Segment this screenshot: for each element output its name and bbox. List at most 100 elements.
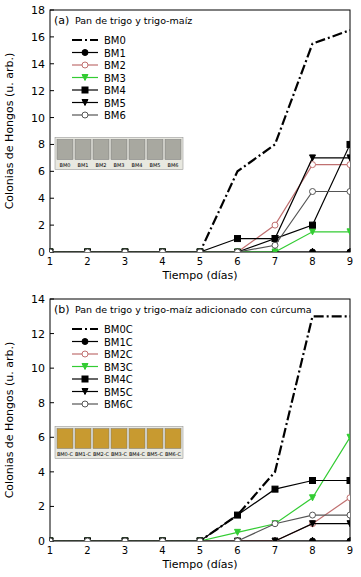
series-marker (122, 538, 128, 541)
y-tick (50, 471, 54, 472)
series-marker (235, 538, 241, 541)
series-line (50, 192, 350, 253)
y-tick (50, 198, 54, 199)
series-marker (272, 249, 278, 252)
series-marker (272, 538, 278, 541)
legend-label: BM4 (104, 85, 126, 96)
series-marker (272, 486, 278, 492)
series-marker (160, 538, 166, 541)
series-marker (122, 249, 128, 252)
series-marker (122, 538, 128, 541)
y-axis-label: Colonias de Hongos (u. arb.) (3, 53, 16, 210)
inset: BM0BM1BM2BM3BM4BM5BM6 (55, 138, 183, 170)
y-tick-label: 8 (38, 138, 45, 151)
y-tick (50, 144, 54, 145)
series-marker (272, 236, 278, 242)
panel: 02468101214123456789Tiempo (días)Colonia… (3, 293, 353, 571)
legend-marker (82, 87, 88, 93)
series-marker (85, 249, 91, 252)
sample-label: BM6-C (165, 451, 182, 457)
inset-frame (55, 138, 183, 170)
legend-label: BM3 (104, 73, 126, 84)
series-marker (310, 495, 316, 501)
series-marker (235, 249, 241, 252)
legend-label: BM1C (104, 337, 133, 348)
title: Pan de trigo y trigo-maíz adicionado con… (75, 304, 311, 315)
x-tick-label: 2 (84, 545, 90, 556)
title: Pan de trigo y trigo-maíz (75, 15, 192, 26)
legend-marker (82, 364, 88, 370)
series-marker (347, 229, 350, 235)
sample-photo (165, 140, 181, 160)
series-marker (347, 512, 350, 518)
figure: 024681012141618123456789Tiempo (días)Col… (0, 0, 361, 577)
legend: BM0BM1BM2BM3BM4BM5BM6 (72, 35, 126, 121)
y-tick-label: 6 (38, 431, 45, 444)
legend-line (72, 328, 98, 330)
sample-photo (75, 429, 91, 449)
plot-frame (50, 299, 350, 541)
series-marker (347, 141, 350, 147)
legend-label: BM5 (104, 98, 126, 109)
x-tick-label: 9 (347, 545, 353, 556)
y-tick-label: 12 (31, 328, 45, 341)
series-marker (235, 249, 241, 252)
series-marker (50, 249, 53, 252)
series-marker (235, 249, 241, 252)
legend-marker (82, 351, 88, 357)
legend-marker (82, 376, 88, 382)
x-tick-label: 9 (347, 256, 353, 267)
legend-label: BM6 (104, 110, 126, 121)
x-tick-label: 1 (47, 256, 53, 267)
series-line (50, 498, 350, 541)
series-marker (160, 538, 166, 541)
sample-label: BM5 (150, 162, 161, 168)
sample-label: BM4 (132, 162, 143, 168)
y-tick-label: 0 (38, 246, 45, 259)
sample-label: BM4-C (129, 451, 146, 457)
series-marker (122, 538, 128, 541)
series-marker (50, 249, 53, 252)
series-marker (85, 538, 91, 541)
series-marker (272, 249, 278, 252)
panel: 024681012141618123456789Tiempo (días)Col… (3, 4, 353, 282)
series-marker (160, 538, 166, 541)
x-tick-label: 6 (234, 256, 240, 267)
series-marker (347, 538, 350, 541)
y-tick (50, 63, 54, 64)
x-tick-label: 8 (309, 256, 315, 267)
y-tick-label: 4 (38, 192, 45, 205)
sample-label: BM1-C (75, 451, 92, 457)
plot-frame (50, 10, 350, 252)
series-line (50, 165, 350, 252)
series-marker (160, 538, 166, 541)
legend-marker (82, 62, 88, 68)
series-marker (347, 434, 350, 440)
y-tick (50, 437, 54, 438)
series-marker (50, 249, 53, 252)
series-marker (50, 538, 53, 541)
y-tick-label: 4 (38, 466, 45, 479)
inset-frame (55, 427, 183, 459)
series-marker (347, 162, 350, 168)
legend-line (72, 39, 98, 41)
series-marker (50, 538, 53, 541)
series-marker (235, 249, 241, 252)
sample-photo (111, 429, 127, 449)
series-marker (272, 521, 278, 527)
series-marker (160, 249, 166, 252)
y-tick-label: 14 (31, 293, 45, 306)
legend-marker (82, 389, 88, 395)
series-marker (310, 229, 316, 235)
series-marker (160, 538, 166, 541)
legend-marker (82, 75, 88, 81)
series-marker (235, 512, 241, 518)
series-marker (122, 538, 128, 541)
legend-label: BM0C (104, 324, 133, 335)
series-line (50, 144, 350, 252)
sample-photo (129, 140, 145, 160)
sample-label: BM0 (60, 162, 71, 168)
y-tick (50, 36, 54, 37)
sample-photo (93, 140, 109, 160)
series-marker (50, 249, 53, 252)
